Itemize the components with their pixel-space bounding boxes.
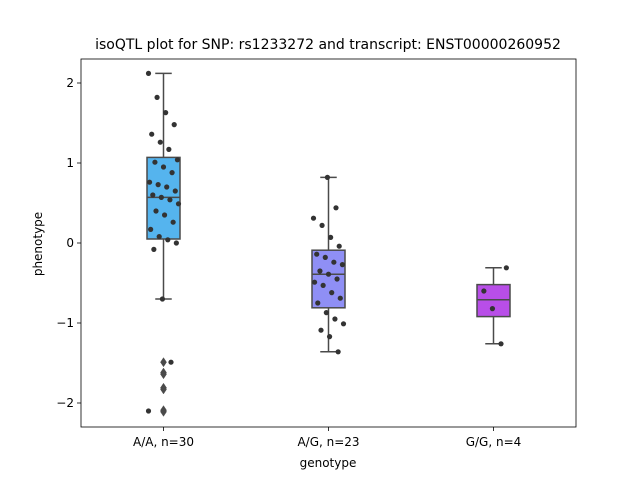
chart-title: isoQTL plot for SNP: rs1233272 and trans… [95,37,561,53]
data-point [314,251,320,257]
data-point [175,201,182,207]
data-point [335,349,341,355]
data-point [161,212,168,218]
data-point [336,243,342,249]
data-point [489,306,496,312]
data-point [328,234,334,240]
data-point [145,408,152,414]
data-point [165,237,171,243]
data-point [322,254,328,260]
y-tick-label: −1 [56,316,74,330]
data-point [481,288,487,294]
data-point [310,215,317,221]
x-tick-label: A/A, n=30 [133,435,194,449]
data-point [311,279,318,285]
y-tick-label: 1 [66,156,74,170]
plot-area: −2 −1 0 1 2 A/A, n=30 A/G, n=23 G/G, n=4 [56,58,577,449]
y-tick-label: −2 [56,396,74,410]
x-tick-label: A/G, n=23 [297,435,359,449]
data-point [337,295,343,301]
data-point [317,268,323,274]
data-point [172,188,178,194]
outlier-marker [160,357,167,368]
data-point [339,262,346,268]
data-point [329,290,335,296]
data-point [170,219,176,225]
data-point [153,208,159,214]
data-point [315,300,321,306]
data-point [326,334,333,340]
data-point [169,170,175,176]
data-point [332,316,338,322]
data-point [148,226,154,232]
data-point [171,122,177,128]
data-point [325,271,332,277]
data-point [334,276,340,282]
data-point [164,184,170,190]
data-point [174,157,181,163]
data-point [340,321,347,327]
data-point [323,310,329,316]
y-tick-label: 0 [66,236,74,250]
outlier-marker [160,384,167,395]
data-point [173,240,179,246]
data-point [150,192,156,198]
data-point [156,234,162,240]
x-tick-label: G/G, n=4 [466,435,522,449]
data-point [160,164,167,170]
y-tick-label: 2 [66,76,74,90]
data-point [167,197,173,203]
x-axis-label: genotype [300,456,357,470]
data-point [145,70,152,76]
data-point [149,131,155,137]
data-point [498,341,504,347]
data-point [152,159,158,165]
data-point [324,174,331,180]
data-point [159,296,166,302]
data-point [166,146,172,152]
y-axis-label: phenotype [31,212,45,276]
outlier-marker [160,406,167,417]
data-point [318,327,324,333]
data-point [331,259,337,265]
data-point [168,359,174,365]
outlier-marker [160,369,167,380]
data-point [155,182,161,188]
data-point [319,222,325,228]
data-point [151,246,157,252]
data-point [163,110,169,116]
data-point [320,282,326,288]
data-point [333,205,339,211]
data-point [503,265,509,271]
data-point [154,94,160,100]
data-point [146,179,153,185]
data-point [157,139,163,145]
data-point [158,194,164,200]
